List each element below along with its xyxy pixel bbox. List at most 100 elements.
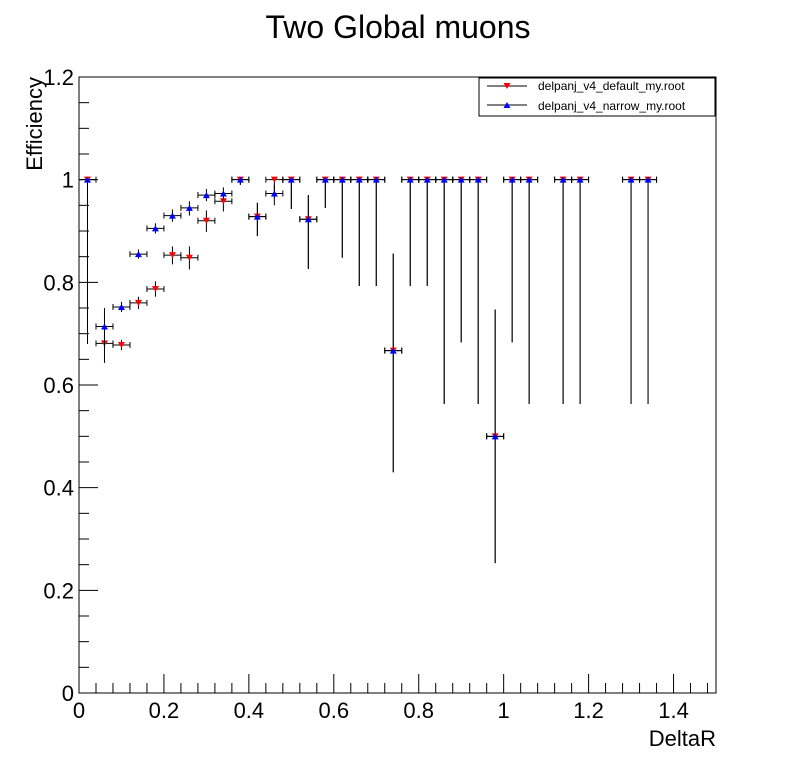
data-point: [180, 201, 199, 216]
data-point: [197, 210, 216, 233]
marker-narrow: [355, 176, 363, 183]
marker-narrow: [219, 190, 227, 197]
marker-narrow: [202, 192, 210, 199]
y-tick-label: 0.6: [43, 373, 74, 398]
data-point: [112, 339, 131, 351]
marker-narrow: [440, 176, 448, 183]
marker-narrow: [236, 176, 244, 183]
x-tick-label: 1.4: [658, 698, 689, 723]
data-point: [418, 176, 437, 286]
marker-narrow: [168, 212, 176, 219]
marker-default: [270, 176, 278, 183]
marker-narrow: [491, 433, 499, 440]
data-point: [554, 176, 573, 404]
legend-label-narrow: delpanj_v4_narrow_my.root: [538, 99, 686, 113]
y-tick-label: 1.2: [43, 65, 74, 90]
data-point: [333, 176, 352, 258]
legend: delpanj_v4_default_my.root delpanj_v4_na…: [478, 77, 716, 117]
data-point: [486, 309, 505, 564]
data-point: [350, 176, 369, 286]
x-tick-label: 0: [73, 698, 85, 723]
marker-narrow: [406, 176, 414, 183]
data-point: [146, 281, 165, 297]
data-point: [299, 195, 318, 269]
data-point: [367, 176, 386, 286]
marker-narrow: [151, 225, 159, 232]
data-point: [503, 176, 522, 343]
x-tick-label: 1: [498, 698, 510, 723]
x-tick-label: 0.4: [234, 698, 265, 723]
data-point: [316, 176, 335, 208]
data-point: [231, 176, 250, 185]
marker-narrow: [474, 176, 482, 183]
data-point: [214, 187, 233, 201]
y-tick-label: 0: [62, 681, 74, 706]
marker-narrow: [644, 176, 652, 183]
data-point: [163, 246, 182, 265]
y-axis-label: Efficiency: [22, 77, 47, 171]
marker-narrow: [576, 176, 584, 183]
series-narrow: [78, 176, 658, 564]
marker-default: [117, 341, 125, 348]
y-tick-label: 1: [62, 168, 74, 193]
marker-default: [134, 299, 142, 306]
series-default: [78, 176, 658, 564]
marker-narrow: [338, 176, 346, 183]
legend-marker-narrow: [503, 102, 511, 108]
data-point: [622, 176, 641, 404]
x-tick-label: 1.2: [573, 698, 604, 723]
y-tick-label: 0.2: [43, 578, 74, 603]
data-point: [163, 209, 182, 222]
legend-label-default: delpanj_v4_default_my.root: [538, 79, 685, 93]
marker-narrow: [372, 176, 380, 183]
x-tick-label: 0.6: [319, 698, 350, 723]
marker-narrow: [185, 204, 193, 211]
marker-narrow: [627, 176, 635, 183]
data-point: [571, 176, 590, 404]
data-point: [639, 176, 658, 404]
data-point: [384, 253, 403, 473]
data-point: [435, 176, 454, 404]
marker-default: [168, 252, 176, 259]
data-point: [452, 176, 471, 343]
data-series: [78, 176, 658, 564]
chart-title: Two Global muons: [265, 9, 530, 45]
data-point: [129, 296, 148, 310]
marker-narrow: [253, 213, 261, 220]
legend-marker-default: [503, 83, 511, 89]
data-point: [146, 223, 165, 234]
marker-narrow: [117, 303, 125, 310]
marker-narrow: [134, 251, 142, 258]
x-axis-label: DeltaR: [649, 726, 716, 751]
marker-narrow: [304, 216, 312, 223]
marker-default: [219, 198, 227, 205]
data-point: [401, 176, 420, 286]
plot-frame: [78, 76, 717, 694]
data-point: [129, 249, 148, 259]
data-point: [520, 176, 539, 404]
marker-narrow: [389, 347, 397, 354]
y-axis: 0 0.2 0.4 0.6 0.8 1 1.2: [43, 65, 98, 706]
marker-default: [185, 254, 193, 261]
y-tick-label: 0.4: [43, 476, 74, 501]
data-point: [78, 176, 97, 344]
marker-narrow: [525, 176, 533, 183]
marker-narrow: [287, 176, 295, 183]
marker-narrow: [559, 176, 567, 183]
marker-default: [151, 286, 159, 293]
data-point: [180, 246, 199, 270]
data-point: [265, 184, 284, 206]
marker-narrow: [423, 176, 431, 183]
marker-narrow: [508, 176, 516, 183]
legend-box: [478, 77, 716, 117]
y-tick-label: 0.8: [43, 270, 74, 295]
marker-narrow: [270, 190, 278, 197]
data-point: [248, 202, 267, 237]
marker-default: [202, 217, 210, 224]
data-point: [469, 176, 488, 404]
x-tick-label: 0.8: [403, 698, 434, 723]
x-tick-label: 0.2: [149, 698, 180, 723]
marker-narrow: [321, 176, 329, 183]
data-point: [95, 308, 114, 347]
